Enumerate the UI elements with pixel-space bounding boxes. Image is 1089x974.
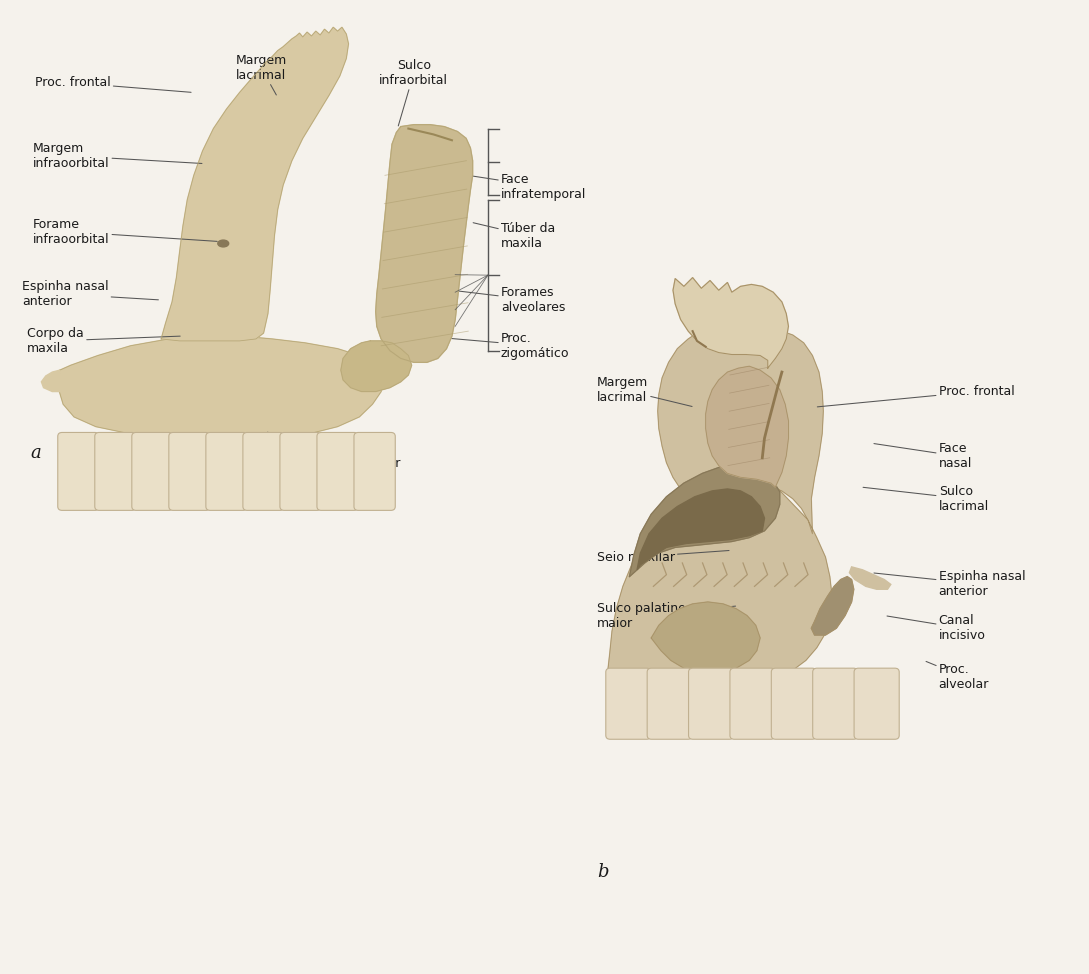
FancyBboxPatch shape	[280, 432, 321, 510]
Text: Túber da
maxila: Túber da maxila	[473, 222, 555, 249]
FancyBboxPatch shape	[771, 668, 817, 739]
Text: Sulco
lacrimal: Sulco lacrimal	[864, 485, 989, 512]
Text: Proc.
zigomático: Proc. zigomático	[426, 332, 570, 359]
FancyBboxPatch shape	[243, 432, 284, 510]
Text: Espinha nasal
anterior: Espinha nasal anterior	[22, 281, 158, 308]
Text: Face
nasal: Face nasal	[874, 442, 972, 469]
FancyBboxPatch shape	[95, 432, 136, 510]
Text: Proc.
alveolar: Proc. alveolar	[926, 661, 989, 691]
FancyBboxPatch shape	[354, 432, 395, 510]
Polygon shape	[341, 341, 412, 392]
Ellipse shape	[218, 240, 229, 246]
FancyBboxPatch shape	[317, 432, 358, 510]
Text: Corpo da
maxila: Corpo da maxila	[27, 327, 180, 355]
Polygon shape	[376, 125, 473, 362]
FancyBboxPatch shape	[169, 432, 210, 510]
Text: Forames
alveolares: Forames alveolares	[455, 286, 565, 314]
Polygon shape	[673, 278, 788, 368]
Text: Margem
lacrimal: Margem lacrimal	[235, 55, 287, 95]
Polygon shape	[706, 366, 788, 487]
Text: Proc.
alveolar: Proc. alveolar	[351, 436, 401, 469]
FancyBboxPatch shape	[812, 668, 858, 739]
Polygon shape	[161, 27, 348, 341]
Text: Sulco palatino
maior: Sulco palatino maior	[597, 602, 735, 629]
Polygon shape	[629, 466, 780, 577]
Text: Margem
infraoorbital: Margem infraoorbital	[33, 142, 201, 169]
FancyBboxPatch shape	[206, 432, 247, 510]
Polygon shape	[41, 370, 63, 392]
Text: Sulco
infraorbital: Sulco infraorbital	[379, 59, 449, 126]
Text: Face
infratemporal: Face infratemporal	[458, 173, 586, 201]
Polygon shape	[637, 489, 764, 570]
FancyBboxPatch shape	[854, 668, 900, 739]
Polygon shape	[608, 326, 832, 684]
FancyBboxPatch shape	[647, 668, 693, 739]
Polygon shape	[651, 602, 760, 672]
FancyBboxPatch shape	[730, 668, 775, 739]
Text: b: b	[597, 863, 609, 880]
Text: Seio maxilar: Seio maxilar	[597, 550, 729, 564]
FancyBboxPatch shape	[688, 668, 734, 739]
Polygon shape	[811, 577, 854, 635]
Polygon shape	[849, 567, 891, 589]
Text: Espinha nasal
anterior: Espinha nasal anterior	[874, 571, 1026, 598]
Text: Forame
infraoorbital: Forame infraoorbital	[33, 218, 217, 245]
Text: Canal
incisivo: Canal incisivo	[888, 615, 986, 642]
Text: a: a	[30, 444, 41, 462]
Text: Proc. frontal: Proc. frontal	[818, 385, 1015, 407]
FancyBboxPatch shape	[605, 668, 651, 739]
FancyBboxPatch shape	[58, 432, 99, 510]
FancyBboxPatch shape	[132, 432, 173, 510]
Polygon shape	[59, 336, 383, 440]
Text: Fossa canina: Fossa canina	[199, 432, 280, 460]
Text: Proc. frontal: Proc. frontal	[35, 76, 191, 93]
Text: Margem
lacrimal: Margem lacrimal	[597, 376, 693, 406]
